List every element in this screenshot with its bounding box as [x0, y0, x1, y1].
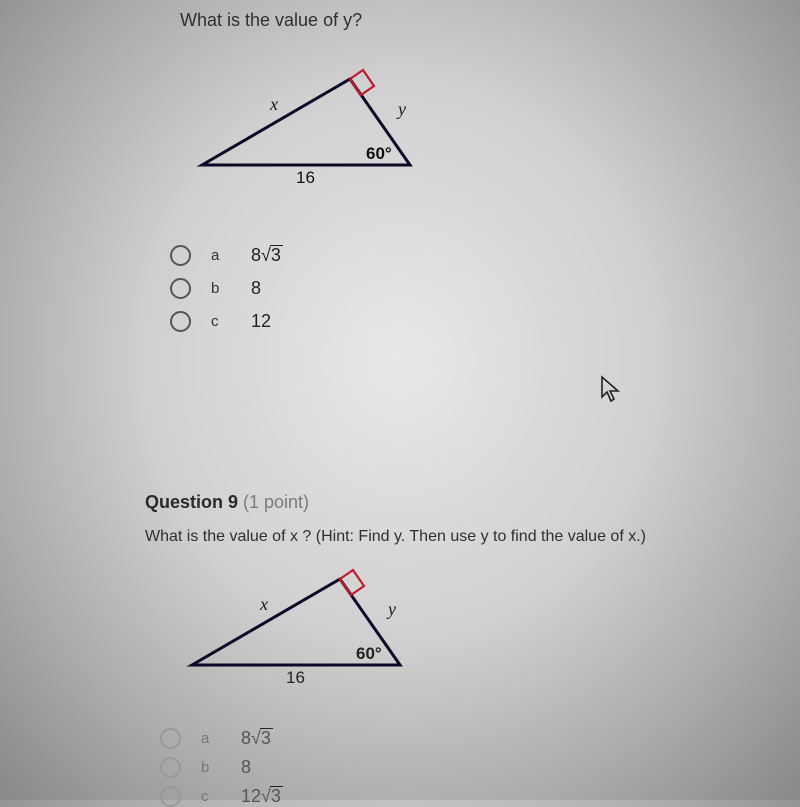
option-value: 12: [251, 311, 271, 332]
radio-icon[interactable]: [160, 786, 181, 807]
q9-header: Question 9 (1 point): [145, 492, 309, 513]
option-row[interactable]: a 8√3: [160, 728, 283, 749]
q8-options: a 8√3 b 8 c 12: [170, 245, 283, 344]
right-angle-square: [350, 70, 374, 95]
q9-title: Question 9: [145, 492, 243, 512]
option-row[interactable]: a 8√3: [170, 245, 283, 266]
option-value: 8√3: [251, 245, 283, 266]
q9-points: (1 point): [243, 492, 309, 512]
q9-options: a 8√3 b 8 c 12√3: [160, 728, 283, 807]
radio-icon[interactable]: [170, 311, 191, 332]
q9-triangle: x y 60° 16: [170, 555, 430, 690]
label-angle: 60°: [366, 144, 392, 163]
option-value: 8: [241, 757, 251, 778]
option-letter: c: [201, 788, 241, 805]
option-value: 8: [251, 278, 261, 299]
option-row[interactable]: b 8: [160, 757, 283, 778]
cursor-icon: [600, 375, 622, 403]
right-angle-square: [340, 570, 364, 595]
option-letter: b: [211, 280, 251, 297]
label-y: y: [396, 99, 406, 119]
radio-icon[interactable]: [160, 728, 181, 749]
radio-icon[interactable]: [170, 278, 191, 299]
option-letter: a: [211, 247, 251, 264]
option-row[interactable]: b 8: [170, 278, 283, 299]
q8-triangle: x y 60° 16: [180, 55, 440, 190]
option-value: 12√3: [241, 786, 283, 807]
option-value: 8√3: [241, 728, 273, 749]
option-row[interactable]: c 12√3: [160, 786, 283, 807]
option-row[interactable]: c 12: [170, 311, 283, 332]
label-angle: 60°: [356, 644, 382, 663]
radio-icon[interactable]: [160, 757, 181, 778]
label-x: x: [269, 94, 278, 114]
label-x: x: [259, 594, 268, 614]
q9-prompt: What is the value of x ? (Hint: Find y. …: [145, 528, 646, 546]
label-base: 16: [286, 668, 305, 685]
option-letter: a: [201, 730, 241, 747]
q8-prompt: What is the value of y?: [180, 10, 362, 31]
radio-icon[interactable]: [170, 245, 191, 266]
option-letter: b: [201, 759, 241, 776]
label-base: 16: [296, 168, 315, 185]
label-y: y: [386, 599, 396, 619]
option-letter: c: [211, 313, 251, 330]
